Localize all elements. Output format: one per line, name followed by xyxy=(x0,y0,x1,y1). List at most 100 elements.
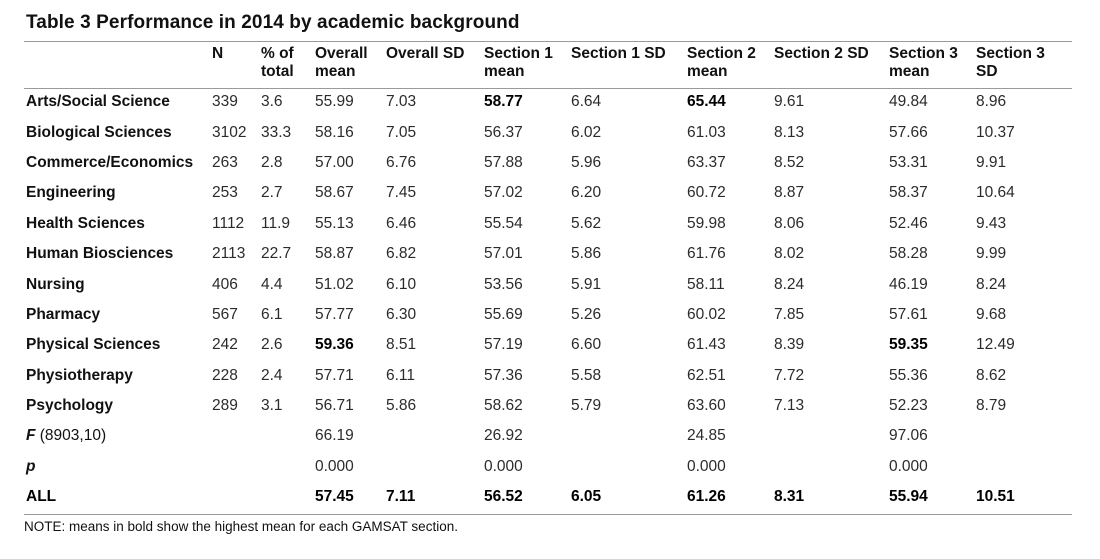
row-label: Physical Sciences xyxy=(24,330,210,360)
table-cell: 63.37 xyxy=(687,153,726,171)
row-label: ALL xyxy=(24,482,210,512)
table-cell: 7.05 xyxy=(386,123,417,141)
table-row: Health Sciences 1112 11.9 55.13 6.46 55.54 5.6… xyxy=(24,209,1072,239)
table-cell: 6.76 xyxy=(386,153,417,171)
table-cell: 0.000 xyxy=(889,457,928,475)
row-label-text: Biological Sciences xyxy=(26,123,172,141)
table-cell: 57.71 xyxy=(315,366,354,384)
row-label-text: Engineering xyxy=(26,184,116,202)
table-cell: 66.19 xyxy=(315,427,354,445)
table-row: Human Biosciences 2113 22.7 58.87 6.82 57.01 5… xyxy=(24,239,1072,269)
row-label-text: Commerce/Economics xyxy=(26,153,194,171)
table-cell: 263 xyxy=(212,153,238,171)
table-cell: 58.16 xyxy=(315,123,354,141)
row-label: Biological Sciences xyxy=(24,117,210,147)
table-cell: 253 xyxy=(212,184,238,202)
table-cell: 6.46 xyxy=(386,214,417,232)
table-row: F (8903,10) 66.19 26.92 24.85 97.06 xyxy=(24,421,1072,451)
table-cell: 8.62 xyxy=(976,366,1007,384)
table-cell: 58.67 xyxy=(315,184,354,202)
table-cell: 57.88 xyxy=(484,153,523,171)
table-cell: 8.51 xyxy=(386,336,417,354)
table-cell: 61.26 xyxy=(687,488,726,506)
row-label: Arts/Social Science xyxy=(24,87,210,117)
row-label-text: Human Biosciences xyxy=(26,245,174,263)
table-cell: 61.43 xyxy=(687,336,726,354)
table-cell: 33.3 xyxy=(261,123,292,141)
row-label-text: F xyxy=(26,427,36,445)
table-cell: 53.31 xyxy=(889,153,928,171)
col-header: Section 2 mean xyxy=(687,45,756,80)
table-cell: 57.61 xyxy=(889,305,928,323)
table-cell: 57.02 xyxy=(484,184,523,202)
table-cell xyxy=(210,452,259,482)
table-cell: 2.4 xyxy=(261,366,283,384)
row-label-text: Arts/Social Science xyxy=(26,93,170,111)
table-row: Physiotherapy 228 2.4 57.71 6.11 57.36 5.58 62.… xyxy=(24,361,1072,391)
table-cell: 11.9 xyxy=(261,214,291,232)
table-cell: 49.84 xyxy=(889,93,928,111)
top-rule xyxy=(24,41,1072,42)
col-header: Section 1 mean xyxy=(484,45,553,80)
row-label: Commerce/Economics xyxy=(24,148,210,178)
table-cell: 52.46 xyxy=(889,214,928,232)
row-label-text: Health Sciences xyxy=(26,214,145,232)
table-cell: 52.23 xyxy=(889,397,928,415)
header-row: N % of total Overall mean Overall SD Sec… xyxy=(24,42,1072,87)
table-cell: 57.66 xyxy=(889,123,928,141)
table-cell: 5.86 xyxy=(386,397,417,415)
row-label: Health Sciences xyxy=(24,209,210,239)
table-cell: 60.02 xyxy=(687,305,726,323)
table-cell: 5.79 xyxy=(571,397,602,415)
table-cell: 7.03 xyxy=(386,93,417,111)
table-cell: 6.02 xyxy=(571,123,602,141)
table-row: Pharmacy 567 6.1 57.77 6.30 55.69 5.26 60.02 7.8… xyxy=(24,300,1072,330)
row-label-text: Physiotherapy xyxy=(26,366,133,384)
table-cell: 55.69 xyxy=(484,305,523,323)
row-label-text: Physical Sciences xyxy=(26,336,161,354)
bottom-rule xyxy=(24,514,1072,515)
table-cell: 3.6 xyxy=(261,93,283,111)
table-cell: 8.96 xyxy=(976,93,1007,111)
table-cell: 2.7 xyxy=(261,184,283,202)
table-cell: 58.11 xyxy=(687,275,725,293)
row-label: Pharmacy xyxy=(24,300,210,330)
table-cell: 6.10 xyxy=(386,275,417,293)
table-cell: 62.51 xyxy=(687,366,726,384)
table-cell: 242 xyxy=(212,336,238,354)
table-cell: 56.71 xyxy=(315,397,354,415)
table-cell: 58.28 xyxy=(889,245,928,263)
table-row: Biological Sciences 3102 33.3 58.16 7.05 56.3… xyxy=(24,117,1072,147)
table-cell: 55.94 xyxy=(889,488,928,506)
table-cell xyxy=(974,452,1072,482)
row-label: Psychology xyxy=(24,391,210,421)
col-header: % of total xyxy=(261,45,294,80)
table-cell: 46.19 xyxy=(889,275,928,293)
table-cell: 9.43 xyxy=(976,214,1007,232)
table-title: Table 3 Performance in 2014 by academic … xyxy=(26,12,520,33)
table-cell: 8.39 xyxy=(774,336,805,354)
table-cell: 7.11 xyxy=(386,488,416,506)
table-cell: 57.77 xyxy=(315,305,354,323)
table-cell xyxy=(772,452,887,482)
table-note: NOTE: means in bold show the highest mea… xyxy=(24,519,458,534)
row-label: F (8903,10) xyxy=(24,421,210,451)
table-row: Engineering 253 2.7 58.67 7.45 57.02 6.20 60.72… xyxy=(24,178,1072,208)
table-row: Arts/Social Science 339 3.6 55.99 7.03 58.77 6… xyxy=(24,87,1072,117)
header-rule xyxy=(24,88,1072,89)
table-cell: 289 xyxy=(212,397,238,415)
table-cell: 8.02 xyxy=(774,245,805,263)
table-cell: 5.96 xyxy=(571,153,602,171)
row-label-text: Nursing xyxy=(26,275,85,293)
table-cell: 55.99 xyxy=(315,93,354,111)
table-cell: 22.7 xyxy=(261,245,292,263)
table-cell: 8.13 xyxy=(774,123,805,141)
table-cell: 26.92 xyxy=(484,427,523,445)
table-cell xyxy=(259,452,313,482)
table-cell: 6.1 xyxy=(261,305,283,323)
row-label: Engineering xyxy=(24,178,210,208)
table-cell: 58.62 xyxy=(484,397,523,415)
table-body: Arts/Social Science 339 3.6 55.99 7.03 58.77 6… xyxy=(24,87,1072,512)
table-cell: 60.72 xyxy=(687,184,726,202)
